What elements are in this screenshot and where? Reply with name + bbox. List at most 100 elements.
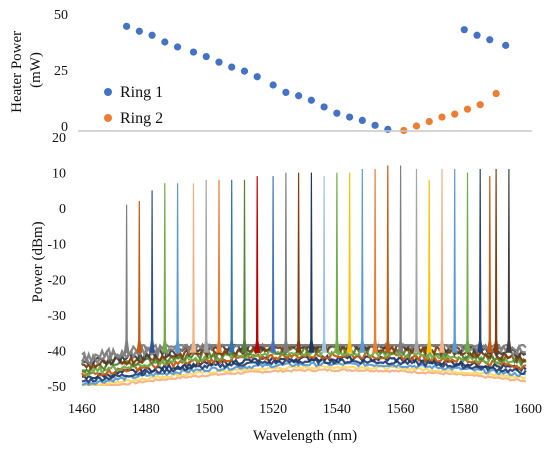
noise-floor-band [80, 342, 527, 387]
spectral-peak [295, 172, 302, 353]
spectral-peak [493, 168, 499, 353]
legend-marker-ring-2 [104, 114, 112, 122]
ring-1-point [282, 88, 290, 96]
noise-floor-trace [81, 350, 527, 379]
ring-1-point [123, 22, 131, 30]
wavelength-x-tick: 1480 [132, 402, 160, 417]
ring-2-point [412, 122, 421, 130]
spectral-peak [477, 168, 484, 353]
spectral-peaks [123, 165, 512, 353]
ring-2-point [463, 105, 472, 113]
ring-1-point [135, 27, 143, 35]
spectral-peak [334, 172, 340, 353]
spectral-peak [413, 168, 420, 353]
legend-marker-ring-1 [104, 88, 112, 96]
ring-1-point [189, 48, 198, 56]
wavelength-x-tick: 1520 [259, 402, 287, 417]
spectral-peak [216, 179, 222, 353]
wavelength-x-ticks: 1460 1480 1500 1520 1540 1560 1580 1600 [68, 402, 542, 417]
wavelength-x-tick: 1560 [387, 402, 415, 417]
power-y-tick: 20 [52, 131, 66, 146]
ring-1-point [295, 92, 303, 100]
heater-power-points [123, 22, 510, 135]
spectral-peak [161, 183, 168, 353]
wavelength-x-tick: 1540 [323, 402, 351, 417]
power-y-tick: -30 [47, 309, 66, 324]
heater-power-y-tick: 25 [54, 64, 68, 79]
ring-2-point [451, 110, 459, 118]
heater-power-y-tick: 0 [61, 120, 68, 135]
spectral-peak [464, 172, 471, 353]
noise-floor-trace [82, 346, 526, 377]
spectral-peak [123, 204, 130, 353]
ring-1-point [269, 81, 277, 89]
ring-1-point [253, 73, 261, 81]
spectral-peak [254, 176, 261, 353]
wavelength-x-tick: 1580 [450, 402, 478, 417]
heater-power-y-tick: 50 [54, 8, 68, 23]
spectral-peak [241, 179, 248, 353]
wavelength-x-tick: 1600 [514, 402, 542, 417]
ring-1-point [215, 58, 223, 66]
ring-1-point [320, 103, 328, 111]
ring-1-point [333, 109, 341, 117]
spectral-peak [506, 168, 512, 353]
wavelength-x-label: Wavelength (nm) [253, 428, 357, 444]
spectral-peak [308, 172, 315, 353]
ring-2-point [492, 89, 500, 98]
ring-1-point [240, 67, 249, 75]
spectral-peak [283, 172, 289, 353]
ring-1-point [460, 26, 468, 34]
spectral-peak [174, 183, 181, 353]
spectral-peak [384, 165, 391, 353]
power-spectrum-panel: -50 -40 -30 -20 -10 0 10 20 1460 1480 1500 1520 154… [30, 131, 542, 444]
ring-1-point [358, 116, 366, 124]
spectral-peak [228, 179, 235, 353]
wavelength-x-tick: 1500 [195, 402, 223, 417]
ring-1-point [502, 41, 510, 49]
noise-floor-trace [81, 361, 526, 387]
power-y-tick: 10 [52, 167, 66, 182]
spectral-peak [136, 200, 143, 353]
ring-1-point [202, 52, 210, 61]
power-y-tick: -10 [47, 238, 66, 253]
spectral-peak [203, 179, 210, 353]
noise-floor-trace [82, 364, 527, 386]
spectral-peak [439, 168, 445, 353]
spectral-peak [486, 176, 493, 353]
ring-1-point [384, 125, 392, 133]
ring-1-point [161, 38, 169, 46]
ring-2-point [476, 101, 484, 109]
ring-1-point [486, 36, 494, 44]
ring-1-point [228, 63, 236, 71]
spectral-peak [149, 190, 155, 353]
heater-power-y-ticks: 0 25 50 [54, 8, 68, 135]
heater-power-panel: 0 25 50 Heater Power (mW) Ring 1 Ring 2 [9, 8, 510, 135]
wavelength-x-tick: 1460 [68, 402, 96, 417]
ring-2-point [438, 113, 446, 121]
power-y-tick: -20 [47, 273, 66, 288]
ring-1-point [371, 121, 379, 129]
legend: Ring 1 Ring 2 [104, 84, 163, 127]
spectral-peak [397, 165, 404, 353]
legend-label-ring-1: Ring 1 [120, 84, 163, 101]
power-y-tick: 0 [59, 202, 66, 217]
legend-label-ring-2: Ring 2 [120, 110, 163, 127]
ring-1-point [148, 31, 156, 39]
spectral-peak [321, 176, 327, 353]
power-y-ticks: -50 -40 -30 -20 -10 0 10 20 [47, 131, 66, 395]
power-y-tick: -50 [47, 380, 66, 395]
ring-2-point [425, 117, 433, 126]
power-y-label: Power (dBm) [30, 221, 46, 302]
noise-floor-trace [81, 357, 527, 385]
spectral-peak [359, 168, 366, 353]
heater-power-y-label: Heater Power (mW) [9, 27, 44, 113]
ring-1-point [173, 43, 182, 51]
noise-floor-trace [81, 343, 527, 366]
spectral-peak [451, 168, 458, 353]
spectral-peak [270, 176, 276, 353]
ring-1-point [307, 96, 315, 104]
spectral-peak [426, 179, 433, 353]
ring-1-point [346, 113, 354, 121]
